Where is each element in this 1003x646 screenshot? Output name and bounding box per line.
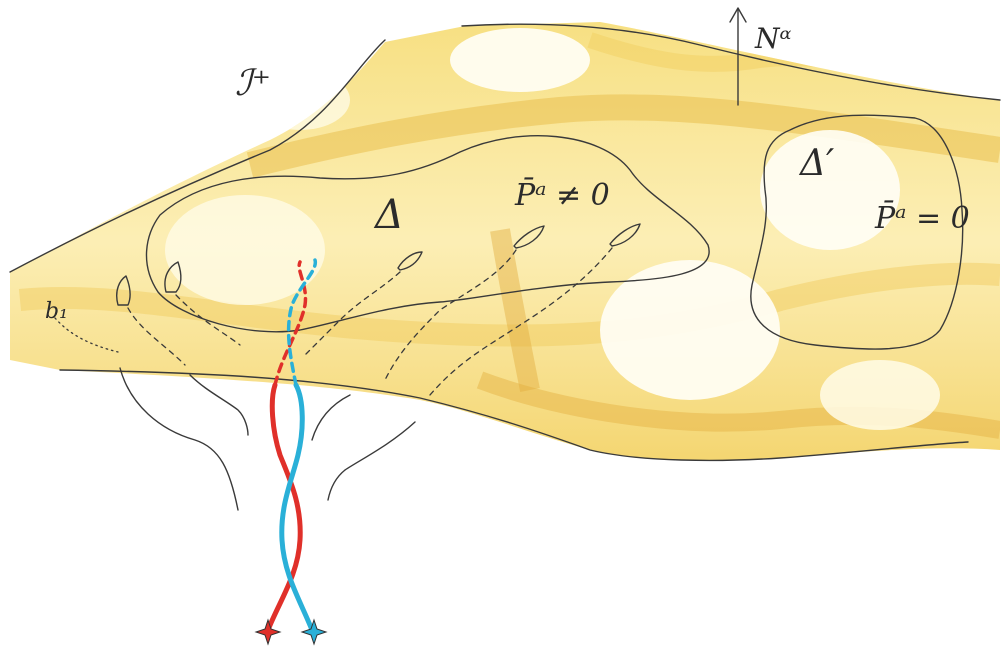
arrow-up-icon-head (729, 7, 747, 23)
star-icon (300, 618, 328, 646)
region-delta-prime-boundary (750, 114, 964, 350)
region-delta: Δ P̄ᵃ ≠ 0 (145, 135, 710, 333)
blue-strand (279, 382, 315, 633)
region-delta-condition: P̄ᵃ ≠ 0 (514, 177, 610, 213)
probe-label: b₁ (45, 299, 68, 324)
region-delta-prime-condition: P̄ᵃ = 0 (874, 200, 970, 236)
braided-strands (265, 258, 317, 633)
sheet-top-edge-right (461, 23, 1001, 101)
star-red (254, 618, 282, 646)
wing-icon (397, 251, 423, 271)
wing-icon (116, 275, 131, 306)
blue-strand-dashed (286, 258, 317, 387)
normal-label: Nᵅ (754, 22, 792, 55)
probes (116, 223, 641, 306)
sheet-top-edge (9, 39, 386, 273)
red-strand-dashed (273, 260, 308, 387)
sheet-bottom-edge (59, 369, 969, 462)
worldlines (54, 247, 613, 396)
region-delta-boundary (145, 135, 710, 333)
wing-icon (164, 261, 182, 293)
region-delta-prime: Δ′ P̄ᵃ = 0 (750, 114, 970, 350)
wing-icon (513, 225, 545, 249)
region-delta-symbol: Δ (373, 192, 404, 238)
spacetime-sheet (9, 22, 1001, 462)
star-blue (300, 618, 328, 646)
region-delta-prime-symbol: Δ′ (798, 143, 834, 184)
horizon-label: ℐ⁺ (235, 63, 271, 104)
lower-curves (119, 367, 416, 511)
normal-vector: Nᵅ (729, 7, 792, 106)
red-strand (265, 382, 303, 633)
wing-icon (609, 223, 641, 247)
star-icon (254, 618, 282, 646)
